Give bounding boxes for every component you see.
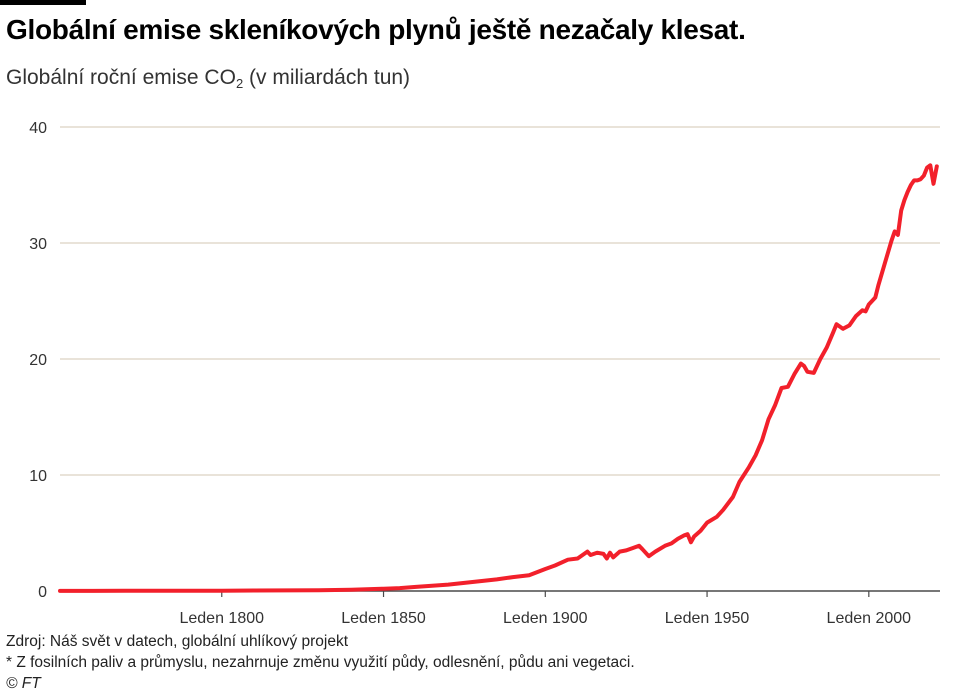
gridlines (60, 126, 940, 592)
chart-footer: Zdroj: Náš svět v datech, globální uhlík… (6, 631, 635, 694)
chart-title: Globální emise skleníkových plynů ještě … (6, 14, 746, 45)
emissions-line-chart: 0 10 20 30 40 Leden 1800 Leden 1850 Leden 1900… (29, 120, 940, 627)
y-tick-label: 10 (29, 468, 47, 485)
subtitle-main: Globální roční emise CO (6, 66, 236, 89)
y-tick-label: 40 (29, 120, 47, 137)
x-axis-ticks: Leden 1800 Leden 1850 Leden 1900 Leden 1950… (179, 591, 911, 627)
y-axis-ticks: 0 10 20 30 40 (29, 120, 47, 601)
y-tick-label: 0 (38, 584, 47, 601)
top-accent-bar (0, 0, 86, 5)
subtitle-subscript: 2 (235, 76, 244, 91)
subtitle-units: (v miliardách tun) (243, 66, 411, 89)
x-tick-label: Leden 1900 (503, 610, 588, 627)
x-tick-label: Leden 1850 (341, 610, 426, 627)
x-tick-label: Leden 2000 (827, 610, 912, 627)
footnote: * Z fosilních paliv a průmyslu, nezahrnu… (6, 654, 635, 671)
series-line (58, 163, 939, 593)
y-tick-label: 30 (29, 236, 47, 253)
copyright: © FT (6, 675, 41, 692)
source-note: Zdroj: Náš svět v datech, globální uhlík… (6, 633, 349, 650)
y-tick-label: 20 (29, 352, 47, 369)
chart-subtitle: Globální roční emise CO2 (v miliardách t… (6, 66, 410, 91)
series-group (58, 163, 939, 593)
x-tick-label: Leden 1800 (179, 610, 264, 627)
x-tick-label: Leden 1950 (665, 610, 750, 627)
